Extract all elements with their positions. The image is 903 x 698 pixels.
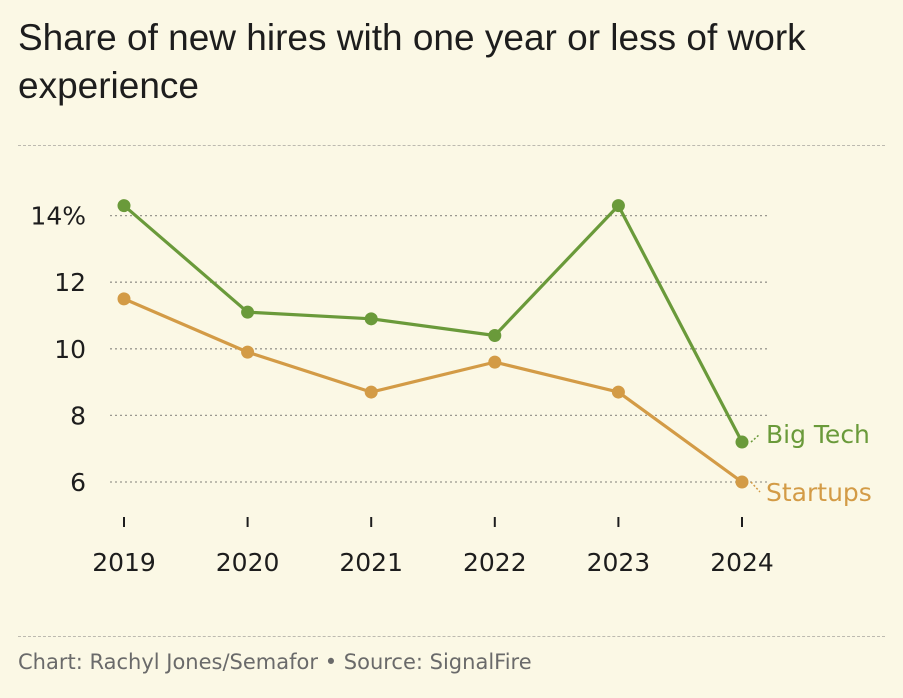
y-tick-label: 6 [70,468,86,497]
data-point-startups [364,385,378,399]
data-point-startups [611,385,625,399]
data-point-big-tech [364,312,378,326]
x-tick-label: 2019 [92,548,156,577]
series-label-startups: Startups [766,478,872,507]
footer-source: Source: SignalFire [343,650,532,674]
top-divider [18,145,885,146]
data-point-big-tech [241,305,255,319]
footer-separator: • [324,650,338,674]
data-point-startups [488,355,502,369]
chart-footer: Chart: Rachyl Jones/Semafor • Source: Si… [18,650,532,674]
gridlines [110,214,767,483]
x-tick-label: 2021 [339,548,403,577]
data-point-big-tech [117,199,131,213]
x-tick-label: 2020 [216,548,280,577]
data-point-big-tech [735,435,749,449]
data-point-big-tech [488,328,502,342]
y-tick-label: 12 [54,268,86,297]
label-leader-big-tech [750,433,761,443]
series-label-big-tech: Big Tech [766,420,870,449]
x-tick-label: 2022 [463,548,527,577]
data-point-startups [241,345,255,359]
data-point-startups [735,475,749,489]
series-line-big-tech [122,204,744,444]
x-tick-label: 2023 [587,548,651,577]
x-axis-ticks: 2019 2020 2021 2022 2023 2024 [92,517,774,577]
chart-title: Share of new hires with one year or less… [18,17,806,106]
footer-credit: Chart: Rachyl Jones/Semafor [18,650,318,674]
label-leader-startups [750,481,761,493]
series-lines [117,199,749,489]
bottom-divider [18,636,885,637]
y-tick-label: 14% [30,202,86,231]
data-point-startups [117,292,131,306]
data-point-big-tech [611,199,625,213]
series-labels: Big Tech Startups [750,420,872,507]
series-line-startups [122,297,744,484]
y-axis-ticks: 6 8 10 12 14% [30,202,86,497]
x-tick-label: 2024 [710,548,774,577]
y-tick-label: 10 [54,335,86,364]
y-tick-label: 8 [70,401,86,430]
